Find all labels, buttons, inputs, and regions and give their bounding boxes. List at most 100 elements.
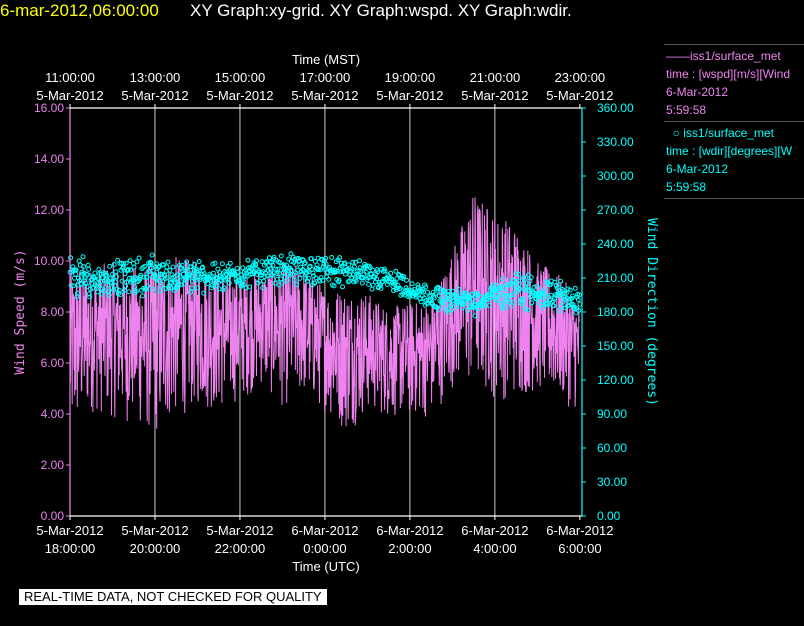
wdir-point <box>457 295 463 301</box>
wdir-point <box>337 255 343 261</box>
wdir-point <box>167 267 173 273</box>
top-tick-date: 5-Mar-2012 <box>36 88 103 103</box>
wdir-point <box>123 260 129 266</box>
top-tick-date: 5-Mar-2012 <box>121 88 188 103</box>
wdir-point <box>493 288 499 294</box>
wdir-point <box>414 293 420 299</box>
wdir-point <box>221 285 227 291</box>
wdir-point <box>435 284 441 290</box>
wdir-point <box>465 308 471 313</box>
wdir-point <box>436 293 442 299</box>
wdir-point <box>432 291 438 297</box>
wdir-point <box>405 294 411 299</box>
wdir-point <box>445 309 451 315</box>
wdir-point <box>576 307 582 313</box>
wdir-point <box>308 256 314 262</box>
wdir-point <box>512 292 518 298</box>
wdir-point <box>268 266 274 272</box>
bottom-tick-time: 20:00:00 <box>130 541 181 556</box>
wdir-point <box>366 281 372 287</box>
right-tick-label: 330.00 <box>597 135 634 149</box>
wdir-point <box>577 301 583 307</box>
wdir-point <box>409 281 415 287</box>
wdir-point <box>128 267 134 273</box>
legend-wdir-date: 6-Mar-2012 <box>666 162 729 176</box>
wdir-point <box>306 275 311 281</box>
wdir-point <box>275 266 281 272</box>
wdir-point <box>274 276 280 282</box>
legend-wdir[interactable]: ○ iss1/surface_met time : [wdir][degrees… <box>664 122 804 199</box>
left-tick-label: 16.00 <box>34 101 64 115</box>
wdir-point <box>190 285 196 291</box>
top-tick-date: 5-Mar-2012 <box>206 88 273 103</box>
wdir-point <box>187 272 192 278</box>
wdir-point <box>178 274 183 280</box>
wdir-point <box>529 300 535 306</box>
wdir-point <box>134 259 140 265</box>
right-tick-label: 120.00 <box>597 373 634 387</box>
left-tick-label: 14.00 <box>34 152 64 166</box>
wdir-point <box>491 288 497 293</box>
wdir-point <box>436 307 442 313</box>
wdir-point <box>270 262 276 268</box>
legend-wspd-time: 5:59:58 <box>666 103 707 117</box>
wdir-point <box>175 279 181 285</box>
wdir-point <box>280 270 286 276</box>
wdir-point <box>519 301 525 307</box>
wdir-point <box>389 276 395 282</box>
wdir-point <box>284 277 290 283</box>
wdir-point <box>470 296 476 302</box>
wdir-point <box>163 286 169 292</box>
wdir-point <box>278 253 284 259</box>
wdir-point <box>541 287 547 293</box>
wdir-point <box>219 261 225 267</box>
right-axis-title: Wind Direction (degrees) <box>644 218 659 406</box>
wdir-point <box>355 272 361 278</box>
wdir-point <box>78 281 84 287</box>
wdir-point <box>474 291 480 296</box>
wdir-point <box>523 283 529 289</box>
wdir-point <box>245 257 251 263</box>
wdir-point <box>346 262 352 268</box>
wdir-point <box>557 308 562 314</box>
wdir-point <box>227 260 233 266</box>
wdir-point <box>502 305 507 311</box>
wdir-point <box>299 271 305 277</box>
right-tick-label: 30.00 <box>597 475 627 489</box>
wdir-point <box>569 295 575 301</box>
wdir-point <box>499 305 505 311</box>
wdir-point <box>486 302 492 308</box>
wdir-point <box>117 292 123 298</box>
wdir-point <box>283 262 289 268</box>
wdir-point <box>508 303 514 309</box>
wdir-point <box>162 276 168 282</box>
wdir-point <box>449 288 455 294</box>
top-tick-time: 15:00:00 <box>215 70 266 85</box>
wdir-point <box>532 290 538 296</box>
right-tick-label: 270.00 <box>597 203 634 217</box>
wdir-point <box>394 276 400 281</box>
wdir-point <box>336 277 342 283</box>
wdir-point <box>548 292 554 298</box>
bottom-tick-date: 5-Mar-2012 <box>36 523 103 538</box>
wdir-point <box>73 267 79 273</box>
wdir-point <box>378 285 384 291</box>
bottom-axis-title: Time (UTC) <box>292 559 359 574</box>
left-tick-label: 0.00 <box>41 509 65 523</box>
wdir-point <box>104 272 110 278</box>
wdir-point <box>498 300 504 306</box>
wdir-point <box>513 271 519 277</box>
wdir-point <box>196 259 202 265</box>
wdir-point <box>534 283 540 289</box>
wdir-point <box>113 269 119 275</box>
left-tick-label: 6.00 <box>41 356 65 370</box>
wdir-point <box>300 267 306 273</box>
wdir-point <box>97 282 103 288</box>
wdir-point <box>382 268 388 274</box>
wdir-point <box>423 284 429 290</box>
wdir-point <box>195 268 201 274</box>
wdir-point <box>490 287 496 293</box>
wdir-point <box>370 282 376 288</box>
wdir-point <box>322 267 328 272</box>
legend-wspd[interactable]: ——iss1/surface_met time : [wspd][m/s][Wi… <box>664 44 804 122</box>
